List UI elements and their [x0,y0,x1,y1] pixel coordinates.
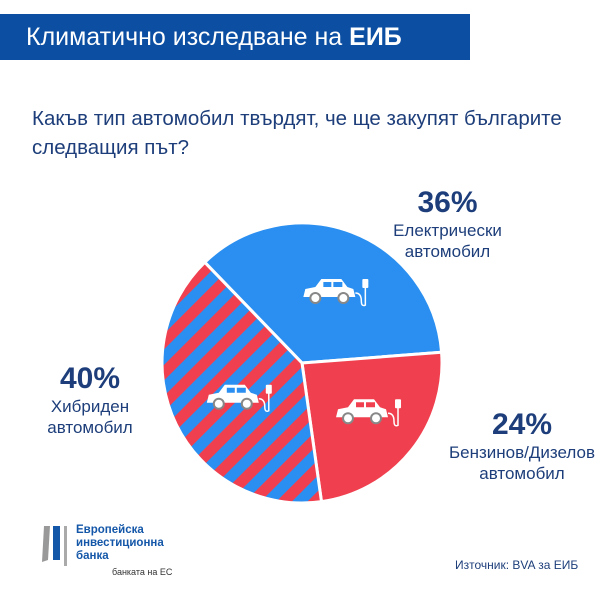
tagline: банката на ЕС [112,567,173,577]
eib-logo-text: Европейска инвестиционна банка [76,524,164,563]
electric-label-line1: Електрически [393,221,502,240]
logo-line3: банка [76,550,109,562]
header-title: Климатично изследване на [26,23,343,51]
header-banner: Климатично изследване на ЕИБ [0,14,470,60]
electric-percent: 36% [417,186,478,219]
fuel-car-icon [336,399,402,427]
pie-slice-2 [160,260,324,505]
question-text: Какъв тип автомобил твърдят, че ще закуп… [32,107,562,159]
electric-annotation: 36% Електрически автомобил [385,186,510,262]
logo-line2: инвестиционна [76,537,164,549]
hybrid-annotation: 40% Хибриден автомобил [40,362,140,438]
hybrid-percent: 40% [59,362,121,395]
hybrid-car-icon [206,384,272,412]
petrol-annotation: 24% Бензинов/Дизелов автомобил [447,408,597,484]
electric-car-icon [303,279,369,307]
logo-line1: Европейска [76,524,144,536]
electric-label-line2: автомобил [404,242,491,261]
petrol-label-line1: Бензинов/Дизелов [449,443,595,462]
hybrid-label-line1: Хибриден [50,397,130,416]
eib-logo-icon [42,526,67,566]
pie-slice-1 [300,350,444,504]
petrol-percent: 24% [491,408,553,441]
source-text: Източник: BVA за ЕИБ [455,558,579,572]
header-title-bold: ЕИБ [349,23,402,51]
hybrid-label-line2: автомобил [47,418,133,437]
petrol-label-line2: автомобил [479,464,565,483]
